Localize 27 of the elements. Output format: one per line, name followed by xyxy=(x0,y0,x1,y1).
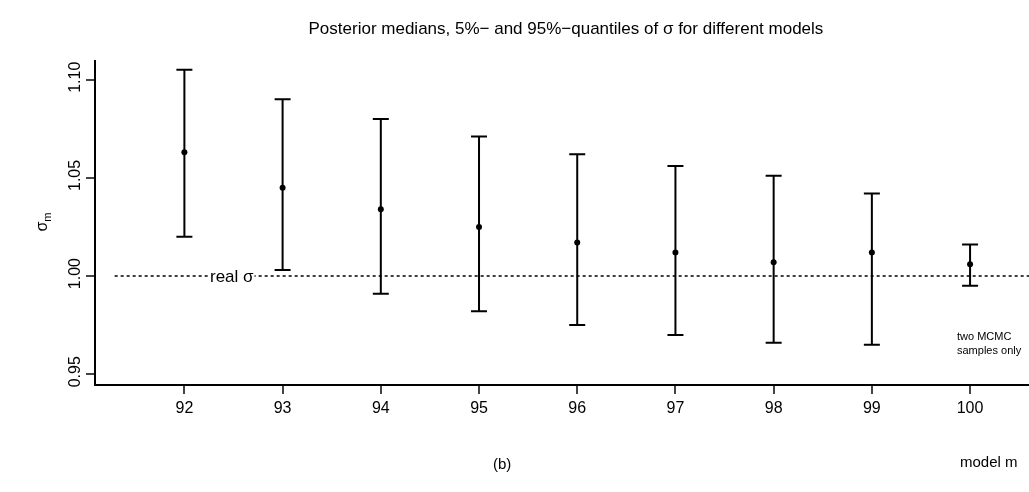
x-tick-label: 96 xyxy=(568,398,587,416)
x-tick-label: 100 xyxy=(956,398,984,416)
annotation: two MCMC samples only xyxy=(957,330,1022,357)
ref-line-label: real σ xyxy=(210,267,255,286)
x-tick-label: 95 xyxy=(470,398,489,416)
point xyxy=(770,259,777,266)
y-tick-label: 1.10 xyxy=(65,61,83,93)
y-tick-label: 1.05 xyxy=(65,159,83,191)
point xyxy=(476,223,483,230)
point xyxy=(967,261,974,268)
x-tick-label: 97 xyxy=(666,398,685,416)
x-axis-title: model m xyxy=(960,453,1018,470)
x-tick-label: 99 xyxy=(862,398,881,416)
y-tick-label: 1.00 xyxy=(65,257,83,290)
point xyxy=(868,249,875,256)
point xyxy=(279,184,286,191)
x-tick-label: 93 xyxy=(273,398,292,416)
chart-title: Posterior medians, 5%− and 95%−quantiles of σ for different models xyxy=(308,19,824,39)
point xyxy=(181,149,188,156)
point xyxy=(377,206,384,213)
x-tick-label: 94 xyxy=(371,398,390,416)
point xyxy=(574,239,581,246)
x-tick-label: 92 xyxy=(175,398,194,416)
text: (b) xyxy=(493,455,512,472)
y-tick-label: 0.95 xyxy=(65,356,83,388)
x-tick-label: 98 xyxy=(764,398,783,416)
point xyxy=(672,249,679,256)
